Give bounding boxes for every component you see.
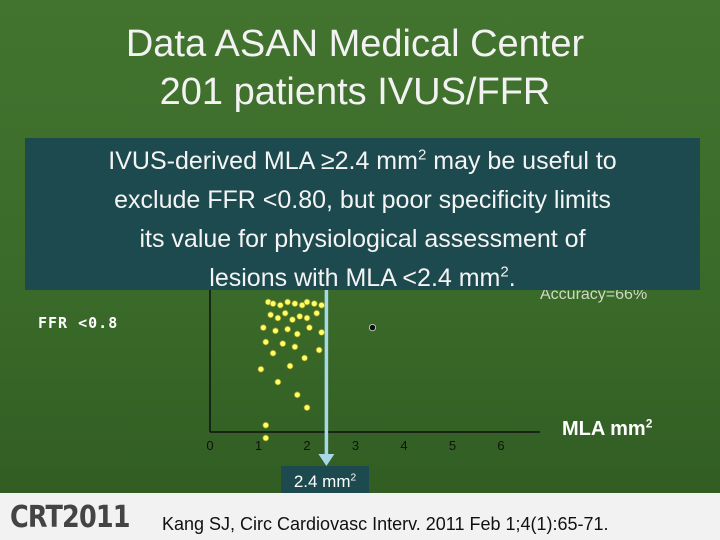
- data-point: [259, 324, 267, 332]
- crt-logo: CRT2011: [10, 500, 130, 535]
- data-point: [267, 311, 275, 319]
- x-tick-label: 2: [303, 438, 310, 453]
- callout-line-3: its value for physiological assessment o…: [139, 225, 586, 253]
- x-tick-label: 4: [400, 438, 407, 453]
- data-point: [284, 298, 292, 306]
- footer-bar: [0, 493, 720, 540]
- cutoff-label: 2.4 mm2: [281, 466, 369, 498]
- data-point: [298, 301, 306, 309]
- callout-line-1-b: may be useful to: [426, 147, 617, 175]
- x-tick-label: 5: [449, 438, 456, 453]
- callout-line-4-sup: 2: [500, 263, 509, 281]
- data-point: [281, 309, 289, 317]
- data-point: [262, 421, 270, 429]
- callout-line-4-b: .: [508, 264, 516, 292]
- data-point: [313, 309, 321, 317]
- x-axis-label-unit: mm: [610, 418, 646, 440]
- conclusion-callout: IVUS-derived MLA ≥2.4 mm2 may be useful …: [25, 138, 700, 292]
- data-point: [272, 327, 279, 335]
- data-point: [368, 323, 377, 332]
- x-axis-label: MLA mm2: [562, 416, 653, 441]
- data-point: [318, 301, 325, 309]
- data-point: [269, 349, 277, 357]
- data-point: [303, 298, 311, 306]
- data-point: [262, 338, 270, 346]
- data-point: [276, 301, 284, 309]
- citation: Kang SJ, Circ Cardiovasc Interv. 2011 Fe…: [162, 514, 609, 534]
- data-point: [291, 343, 299, 351]
- callout-line-4: lesions with MLA <2.4 mm2.: [25, 259, 700, 298]
- data-point: [293, 391, 301, 399]
- title-line-2: 201 patients IVUS/FFR: [159, 71, 551, 113]
- callout-line-4-a: lesions with MLA <2.4 mm: [209, 264, 501, 292]
- x-axis-label-text: MLA: [562, 418, 605, 440]
- y-axis-label: FFR <0.8: [38, 314, 119, 332]
- data-point: [262, 434, 270, 442]
- accuracy-label: Accuracy=66%: [540, 286, 648, 303]
- title-line-1: Data ASAN Medical Center: [125, 23, 585, 65]
- callout-line-1-sup: 2: [417, 146, 427, 164]
- data-point: [301, 354, 308, 362]
- data-point: [315, 346, 323, 354]
- data-point: [274, 314, 282, 322]
- data-point: [257, 365, 265, 373]
- callout-line-1: IVUS-derived MLA ≥2.4 mm2 may be useful …: [25, 142, 700, 181]
- data-point: [284, 325, 292, 333]
- data-point: [274, 378, 282, 386]
- data-point: [296, 312, 304, 320]
- data-point: [291, 300, 299, 308]
- x-axis-label-sup: 2: [645, 416, 653, 431]
- callout-line-1-a: IVUS-derived MLA ≥2.4 mm: [108, 147, 418, 175]
- cutoff-label-text: 2.4 mm: [293, 472, 351, 491]
- cutoff-arrowhead: [318, 454, 335, 466]
- x-tick-label: 0: [206, 438, 213, 453]
- data-point: [286, 362, 294, 370]
- data-point: [293, 330, 301, 338]
- x-tick-label: 3: [352, 438, 359, 453]
- cutoff-label-sup: 2: [350, 472, 357, 484]
- data-point: [310, 300, 318, 308]
- data-point: [318, 328, 325, 336]
- data-point: [289, 316, 296, 324]
- data-point: [279, 340, 287, 348]
- callout-line-2: exclude FFR <0.80, but poor specificity …: [114, 186, 611, 214]
- slide-title: Data ASAN Medical Center 201 patients IV…: [0, 20, 710, 116]
- data-point: [303, 314, 311, 322]
- data-point: [269, 300, 277, 308]
- x-tick-label: 6: [497, 438, 504, 453]
- x-tick-label: 1: [255, 438, 262, 453]
- data-point: [306, 324, 313, 332]
- data-point: [303, 404, 311, 412]
